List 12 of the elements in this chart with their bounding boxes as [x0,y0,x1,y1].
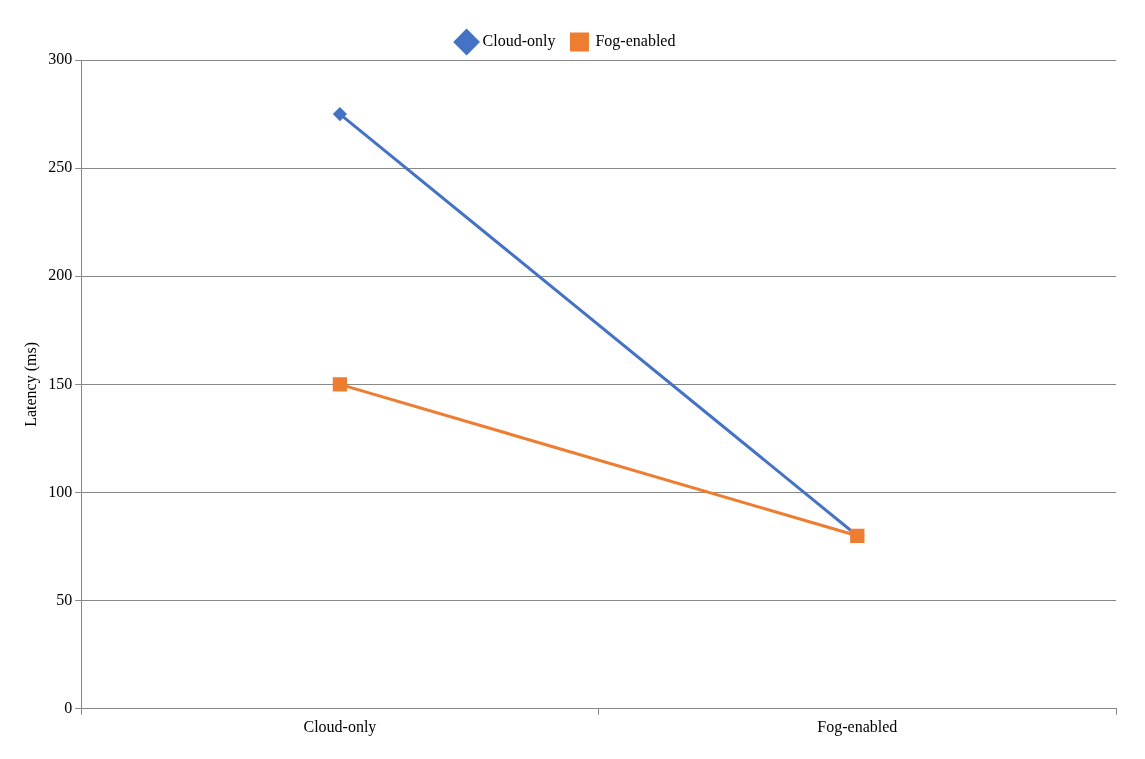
y-tick-label: 50 [56,590,73,608]
y-tick-label: 300 [48,50,73,68]
legend-label: Cloud-only [482,32,556,51]
y-tick-label: 100 [48,482,73,500]
legend-label: Fog-enabled [595,32,676,51]
point [332,377,348,392]
y-axis-title: Latency (ms) [21,341,40,427]
y-tick-label: 150 [48,374,73,392]
y-tick-label: 0 [64,699,73,716]
y-tick-label: 200 [48,266,73,284]
point [333,107,347,121]
y-tick-label: 250 [48,158,73,176]
